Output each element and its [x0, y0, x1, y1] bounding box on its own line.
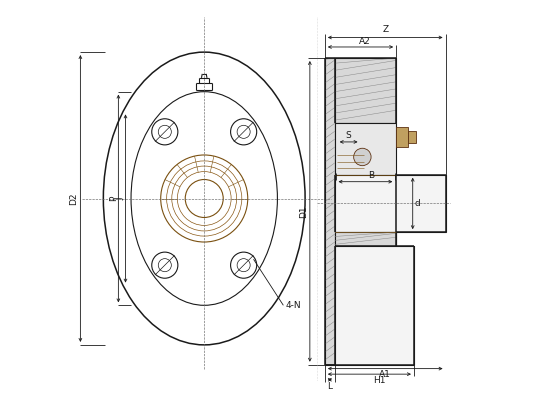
Text: D2: D2	[69, 192, 78, 205]
Text: D1: D1	[299, 205, 308, 218]
Bar	[335, 246, 414, 365]
Text: L: L	[327, 382, 333, 391]
Bar	[325, 58, 335, 365]
Bar	[408, 131, 416, 143]
Text: Z: Z	[382, 25, 388, 34]
Text: S: S	[345, 131, 351, 140]
Text: A2: A2	[358, 37, 370, 46]
Text: P: P	[109, 196, 118, 201]
Text: 4-N: 4-N	[285, 301, 301, 310]
Bar	[335, 58, 396, 123]
Text: d: d	[415, 199, 421, 208]
Bar	[335, 123, 396, 175]
Text: B: B	[368, 171, 375, 180]
Text: A1: A1	[379, 370, 391, 379]
Text: H1: H1	[373, 376, 385, 385]
Bar	[335, 175, 446, 232]
Text: J: J	[116, 197, 125, 200]
Circle shape	[354, 148, 371, 166]
Bar	[335, 232, 396, 246]
Bar	[396, 127, 408, 147]
